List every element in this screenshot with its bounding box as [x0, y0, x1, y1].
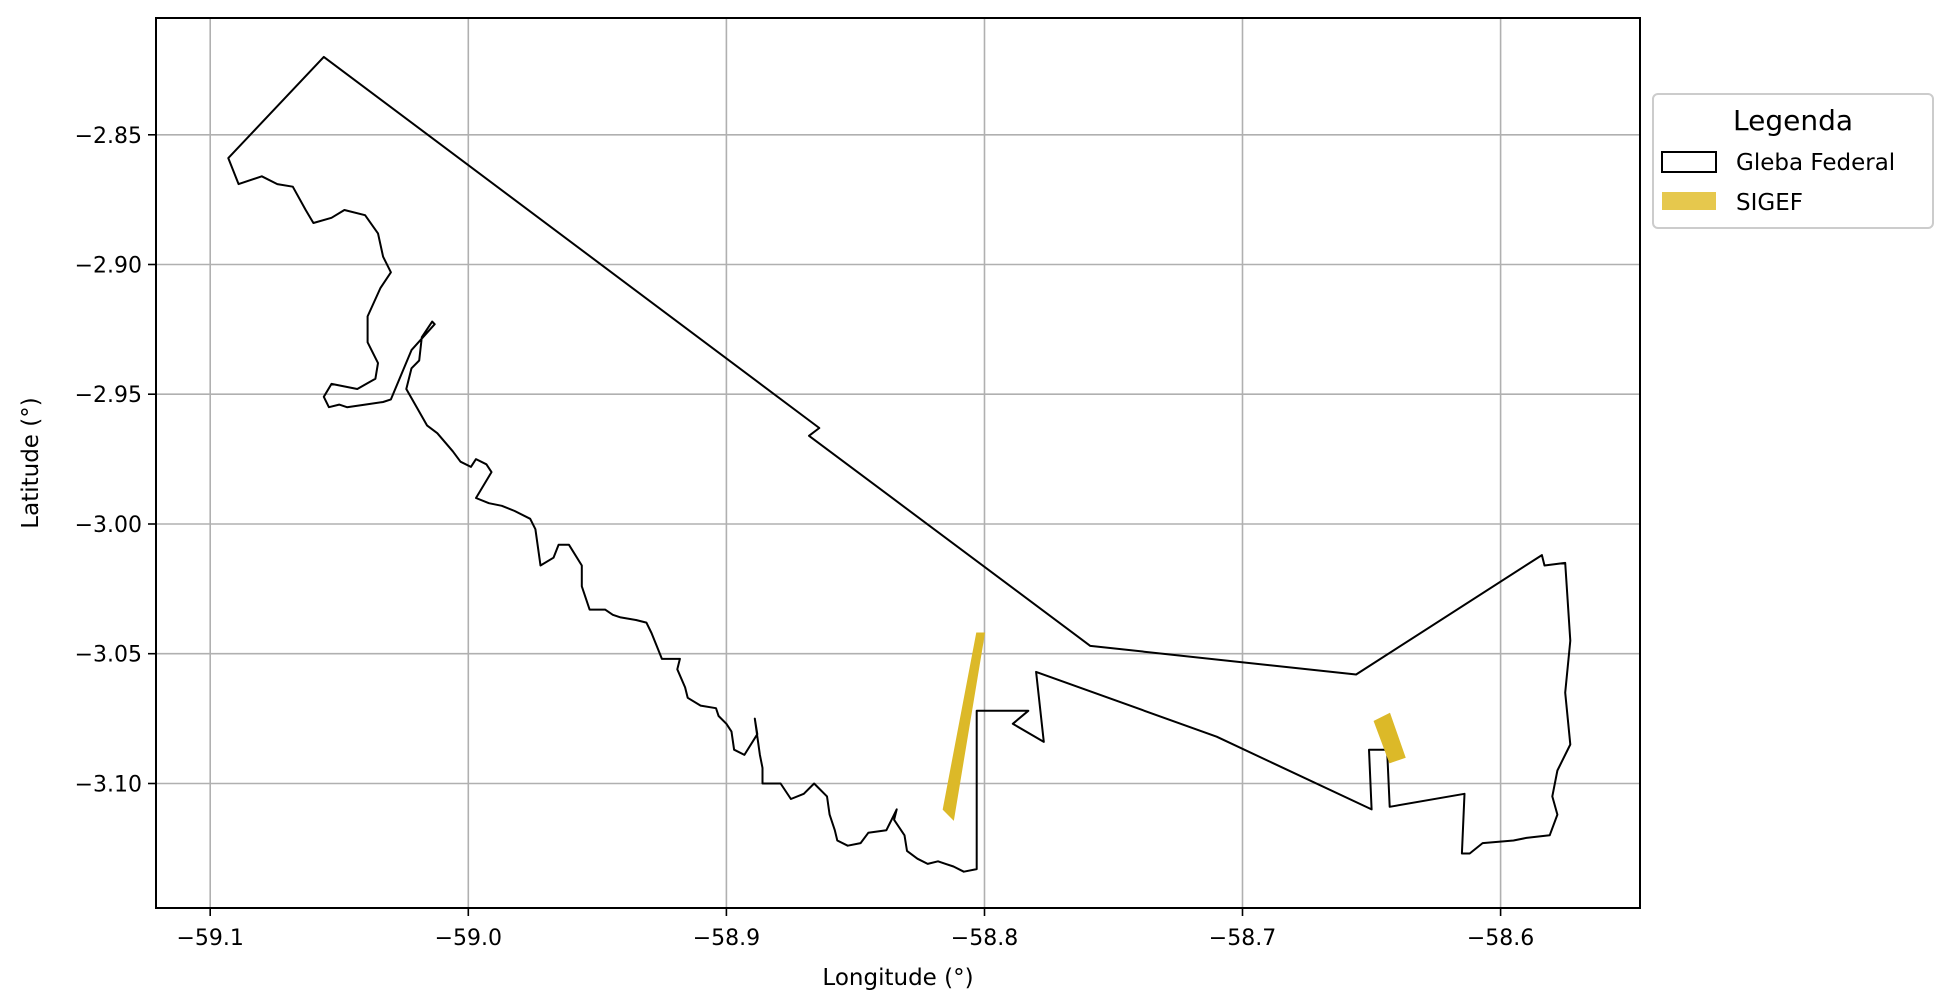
- x-tick-label: −58.8: [951, 926, 1018, 951]
- legend-label-sigef: SIGEF: [1736, 190, 1803, 216]
- gleba-federal-boundary: [227, 55, 1572, 873]
- x-axis-label: Longitude (°): [822, 965, 973, 991]
- legend-box: [1652, 93, 1934, 229]
- sigef-parcel-2: [1373, 712, 1406, 764]
- y-axis-label: Latitude (°): [18, 397, 44, 528]
- gridlines: [156, 18, 1640, 908]
- legend-label-gleba-federal: Gleba Federal: [1736, 150, 1895, 176]
- legend: Legenda Gleba Federal SIGEF: [1652, 93, 1934, 229]
- y-tick-label: −2.85: [75, 124, 142, 149]
- x-tick-label: −59.1: [176, 926, 243, 951]
- x-tick-label: −58.7: [1209, 926, 1276, 951]
- legend-swatch-sigef: [1662, 192, 1716, 210]
- x-tick-label: −59.0: [435, 926, 502, 951]
- plot-frame: [155, 17, 1641, 909]
- map-layers: [227, 55, 1572, 873]
- y-tick-label: −3.05: [75, 643, 142, 668]
- legend-swatch-gleba-federal: [1661, 151, 1717, 173]
- y-tick-label: −2.95: [75, 383, 142, 408]
- x-tick-label: −58.6: [1467, 926, 1534, 951]
- sigef-parcel-1: [942, 632, 986, 821]
- y-tick-label: −2.90: [75, 254, 142, 279]
- y-tick-label: −3.10: [75, 773, 142, 798]
- y-tick-label: −3.00: [75, 513, 142, 538]
- x-tick-label: −58.9: [693, 926, 760, 951]
- legend-title: Legenda: [1733, 104, 1853, 137]
- axis-ticks: −59.1 −59.0 −58.9 −58.8 −58.7 −58.6 −2.85 −2.90…: [75, 124, 1535, 951]
